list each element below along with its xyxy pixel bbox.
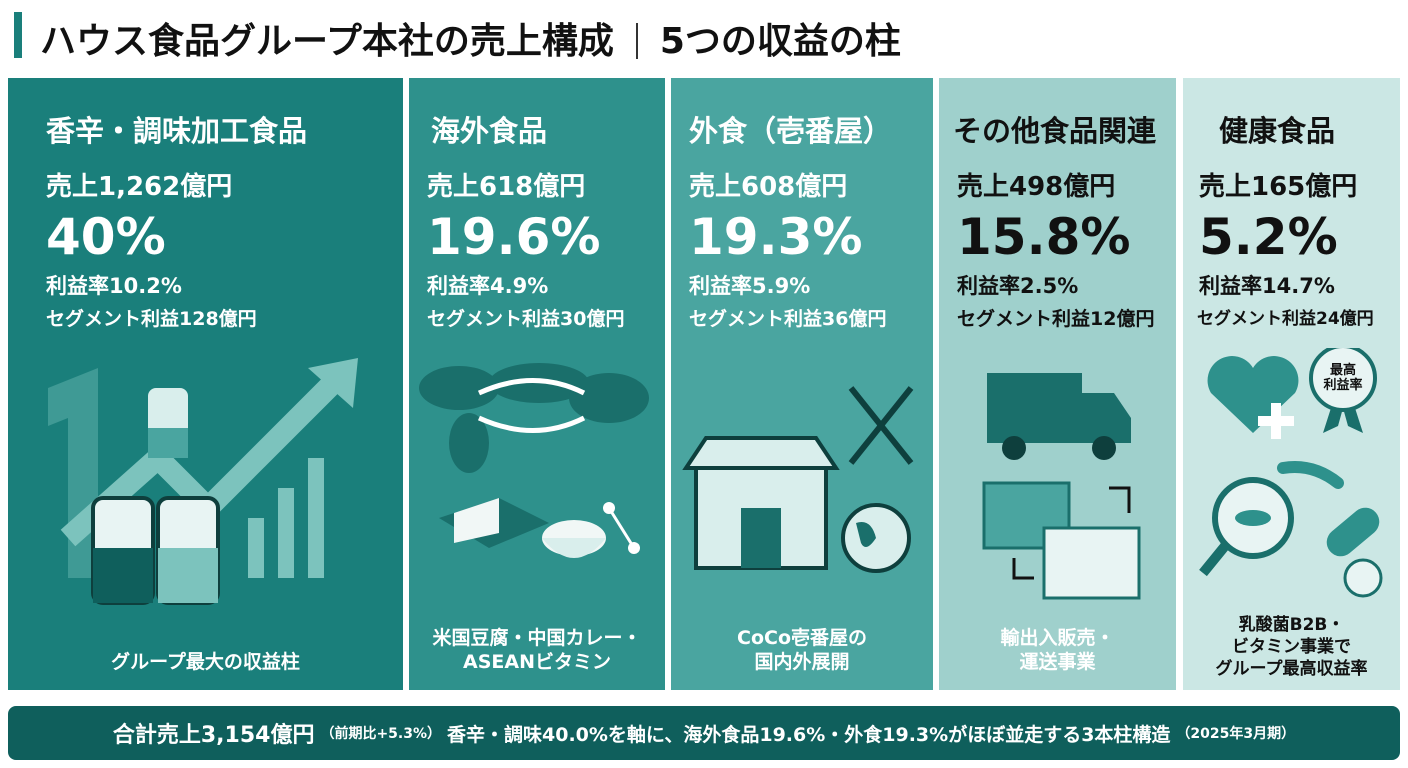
profit: セグメント利益128億円 <box>46 308 257 330</box>
caption: CoCo壱番屋の 国内外展開 <box>671 626 933 674</box>
icon <box>48 358 358 605</box>
header: ハウス食品グループ本社の売上構成 5つの収益の柱 <box>0 0 1408 70</box>
icon <box>419 363 649 558</box>
caption-line: CoCo壱番屋の <box>737 627 867 649</box>
summary: 香辛・調味40.0%を軸に、海外食品19.6%・外食19.3%がほぼ並走する3本… <box>447 723 1171 746</box>
caption-line: 運送事業 <box>1019 651 1096 673</box>
share: 19.6% <box>427 208 601 266</box>
badge-line: 最高 <box>1329 363 1356 378</box>
caption: 輸出入販売・ 運送事業 <box>939 626 1176 674</box>
profit: セグメント利益30億円 <box>427 308 625 330</box>
sales: 売上608億円 <box>689 172 848 202</box>
total: 合計売上3,154億円 <box>112 723 315 748</box>
caption-line: 輸出入販売・ <box>1000 627 1115 649</box>
share: 5.2% <box>1199 208 1338 266</box>
panel: 外食（壱番屋） 売上608億円 19.3% 利益率5.9% セグメント利益36億… <box>671 78 933 690</box>
separator <box>635 23 638 59</box>
segment-name: 海外食品 <box>431 114 548 148</box>
badge-line: 利益率 <box>1323 378 1363 393</box>
panel: 香辛・調味加工食品 売上1,262億円 40% 利益率10.2% セグメント利益… <box>8 78 403 690</box>
caption-line: 国内外展開 <box>754 651 850 673</box>
sales: 売上498億円 <box>957 172 1116 202</box>
accent-bar <box>14 12 22 58</box>
footer: 合計売上3,154億円 （前期比+5.3%） 香辛・調味40.0%を軸に、海外食… <box>8 706 1400 760</box>
caption-line: グループ最高収益率 <box>1215 659 1368 679</box>
icon <box>982 373 1141 600</box>
share: 40% <box>46 208 166 266</box>
growth: （前期比+5.3%） <box>320 726 442 742</box>
subtitle: 5つの収益の柱 <box>659 21 901 62</box>
title-text: ハウス食品グループ本社の売上構成 <box>40 21 614 62</box>
caption: 米国豆腐・中国カレー・ ASEANビタミン <box>409 626 665 674</box>
caption-line: ASEANビタミン <box>463 651 611 673</box>
segment-name: 香辛・調味加工食品 <box>46 114 308 148</box>
panel: 海外食品 売上618億円 19.6% 利益率4.9% セグメント利益30億円 米… <box>409 78 665 690</box>
icon <box>682 386 914 573</box>
caption: 乳酸菌B2B・ ビタミン事業で グループ最高収益率 <box>1183 614 1400 680</box>
segment-name: 外食（壱番屋） <box>689 114 893 148</box>
panel: 最高 利益率 健康食品 売上165億円 5.2% 利益率14.7% セグメント利益… <box>1183 78 1400 690</box>
profit: セグメント利益36億円 <box>689 308 887 330</box>
margin: 利益率14.7% <box>1199 274 1335 298</box>
caption-line: 米国豆腐・中国カレー・ <box>432 627 642 649</box>
icon <box>1199 348 1383 598</box>
segment-name: 健康食品 <box>1219 114 1336 148</box>
caption-line: グループ最大の収益柱 <box>111 651 300 673</box>
title: ハウス食品グループ本社の売上構成 5つの収益の柱 <box>40 12 901 64</box>
panel: その他食品関連 売上498億円 15.8% 利益率2.5% セグメント利益12億… <box>939 78 1176 690</box>
badge: 最高 利益率 <box>1308 363 1378 393</box>
margin: 利益率5.9% <box>689 274 811 298</box>
profit: セグメント利益24億円 <box>1197 309 1374 329</box>
margin: 利益率4.9% <box>427 274 549 298</box>
period: （2025年3月期） <box>1176 726 1296 742</box>
segment-name: その他食品関連 <box>953 114 1157 148</box>
margin: 利益率2.5% <box>957 274 1079 298</box>
margin: 利益率10.2% <box>46 274 182 298</box>
share: 19.3% <box>689 208 863 266</box>
sales: 売上1,262億円 <box>46 172 233 202</box>
caption: グループ最大の収益柱 <box>8 650 403 674</box>
share: 15.8% <box>957 208 1131 266</box>
caption-line: 乳酸菌B2B・ <box>1238 615 1345 635</box>
sales: 売上618億円 <box>427 172 586 202</box>
sales: 売上165億円 <box>1199 172 1358 202</box>
profit: セグメント利益12億円 <box>957 308 1155 330</box>
caption-line: ビタミン事業で <box>1232 637 1351 657</box>
